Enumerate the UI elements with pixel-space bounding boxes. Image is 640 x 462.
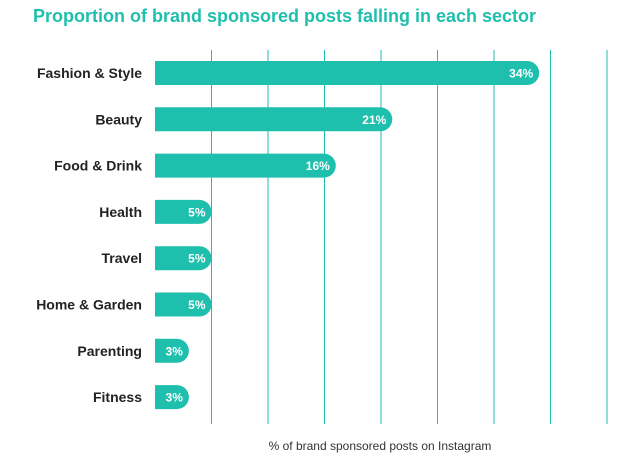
bar-value-label: 34% — [509, 67, 533, 81]
x-axis-title: % of brand sponsored posts on Instagram — [269, 439, 492, 453]
category-label: Beauty — [95, 111, 142, 127]
bar-value-label: 5% — [188, 205, 206, 219]
category-label: Home & Garden — [36, 297, 142, 313]
bar-3 — [155, 199, 212, 224]
bar-1 — [155, 107, 393, 132]
category-label: Food & Drink — [54, 158, 142, 174]
bar-value-label: 16% — [306, 159, 330, 173]
category-label: Parenting — [77, 343, 142, 359]
bar-6 — [155, 338, 189, 363]
chart-title: Proportion of brand sponsored posts fall… — [33, 6, 537, 26]
category-label: Travel — [102, 250, 142, 266]
bar-value-label: 21% — [362, 113, 386, 127]
bar-0 — [155, 61, 540, 85]
grid-lines — [211, 50, 608, 424]
category-label: Health — [99, 204, 142, 220]
bar-5 — [155, 292, 212, 317]
bar-value-label: 3% — [166, 344, 184, 358]
bar-7 — [155, 385, 189, 410]
bar-value-label: 5% — [188, 252, 206, 266]
category-labels: Fashion & Style Beauty Food & Drink Health T… — [36, 65, 142, 405]
bars: 34% 21% 16% 5% 5% 5% 3% 3% — [155, 61, 540, 410]
bar-value-label: 5% — [188, 298, 206, 312]
category-label: Fitness — [93, 389, 142, 405]
bar-2 — [155, 153, 336, 178]
bar-value-label: 3% — [166, 391, 184, 405]
category-label: Fashion & Style — [37, 65, 142, 81]
bar-4 — [155, 246, 212, 271]
